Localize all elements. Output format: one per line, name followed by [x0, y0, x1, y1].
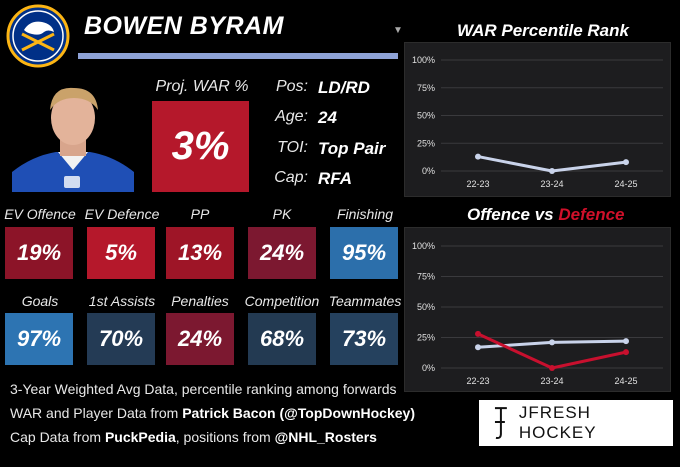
stat-label-finishing: Finishing	[336, 206, 394, 222]
y-tick-label: 50%	[417, 111, 435, 121]
y-tick-label: 0%	[422, 166, 435, 176]
stat-box-pk: 24%	[248, 227, 316, 279]
stat-label-ev-defence: EV Defence	[84, 206, 160, 222]
war-chart-title: WAR Percentile Rank	[457, 21, 629, 40]
info-value-pos: LD/RD	[318, 78, 370, 97]
y-tick-label: 25%	[417, 333, 435, 343]
data-point-defence	[549, 365, 555, 371]
proj-war-value: 3%	[152, 101, 249, 192]
footnote-data-source: 3-Year Weighted Avg Data, percentile ran…	[10, 381, 397, 397]
x-tick-label: 23-24	[540, 179, 563, 189]
team-logo	[6, 4, 70, 68]
stat-box-penalties: 24%	[166, 313, 234, 365]
footnote-cap-source: Cap Data from PuckPedia, positions from …	[10, 429, 377, 445]
y-tick-label: 0%	[422, 363, 435, 373]
stat-box-pp: 13%	[166, 227, 234, 279]
data-point-defence	[475, 330, 481, 337]
y-tick-label: 100%	[412, 241, 435, 251]
data-point-war	[475, 153, 481, 160]
stat-box-competition: 68%	[248, 313, 316, 365]
y-tick-label: 75%	[417, 272, 435, 282]
stat-label-teammates: Teammates	[328, 293, 402, 309]
sabres-logo-icon	[6, 4, 70, 68]
y-tick-label: 75%	[417, 83, 435, 93]
stat-box-teammates: 73%	[330, 313, 398, 365]
data-point-war	[623, 159, 629, 166]
series-line-defence	[477, 332, 627, 370]
stat-label-goals: Goals	[21, 293, 59, 309]
info-value-cap: RFA	[318, 169, 352, 188]
info-label-toi: TOI:	[277, 139, 308, 156]
stat-box-1st-assists: 70%	[87, 313, 155, 365]
war-chart: 0% 25% 50% 75% 100% 22-23 23-24 24-25	[412, 55, 663, 189]
data-point-offence	[475, 344, 481, 351]
y-tick-label: 25%	[417, 138, 435, 148]
stat-box-finishing: 95%	[330, 227, 398, 279]
y-tick-label: 100%	[412, 55, 435, 65]
info-label-pos: Pos:	[275, 78, 308, 95]
info-label-age: Age:	[275, 108, 308, 125]
stat-label-1st-assists: 1st Assists	[88, 293, 156, 309]
chevron-down-icon[interactable]: ▼	[393, 25, 403, 36]
stat-label-penalties: Penalties	[171, 293, 229, 309]
brand-badge: JFRESH HOCKEY	[479, 400, 673, 446]
player-name: BOWEN BYRAM	[84, 12, 284, 40]
stat-label-pk: PK	[272, 206, 292, 222]
x-tick-label: 22-23	[466, 179, 489, 189]
info-value-toi: Top Pair	[318, 139, 386, 158]
x-tick-label: 23-24	[540, 376, 563, 386]
player-headshot	[12, 80, 134, 192]
info-label-cap: Cap:	[274, 169, 308, 186]
footnote-war-source: WAR and Player Data from Patrick Bacon (…	[10, 405, 415, 421]
proj-war-label: Proj. WAR %	[155, 78, 249, 95]
stat-label-pp: PP	[190, 206, 210, 222]
brand-text: JFRESH HOCKEY	[518, 403, 597, 442]
ovd-chart-title: Offence vs Defence	[467, 205, 625, 224]
ovd-chart: 0% 25% 50% 75% 100% 22-23 23-24 24-25	[412, 241, 663, 386]
war-chart-panel: 0% 25% 50% 75% 100% 22-23 23-24 24-25	[404, 42, 671, 197]
data-point-offence	[549, 339, 555, 346]
info-value-age: 24	[318, 108, 337, 127]
name-underline	[78, 53, 398, 59]
x-tick-label: 22-23	[466, 376, 489, 386]
x-tick-label: 24-25	[614, 179, 637, 189]
stat-box-ev-offence: 19%	[5, 227, 73, 279]
stat-box-ev-defence: 5%	[87, 227, 155, 279]
data-point-defence	[623, 349, 629, 356]
ovd-chart-panel: 0% 25% 50% 75% 100% 22-23 23-24 24-25	[404, 227, 671, 392]
stat-label-competition: Competition	[244, 293, 320, 309]
jfresh-logo-icon	[494, 407, 507, 440]
stat-label-ev-offence: EV Offence	[4, 206, 76, 222]
x-tick-label: 24-25	[614, 376, 637, 386]
data-point-war	[549, 168, 555, 174]
stat-box-goals: 97%	[5, 313, 73, 365]
data-point-offence	[623, 338, 629, 345]
y-tick-label: 50%	[417, 302, 435, 312]
